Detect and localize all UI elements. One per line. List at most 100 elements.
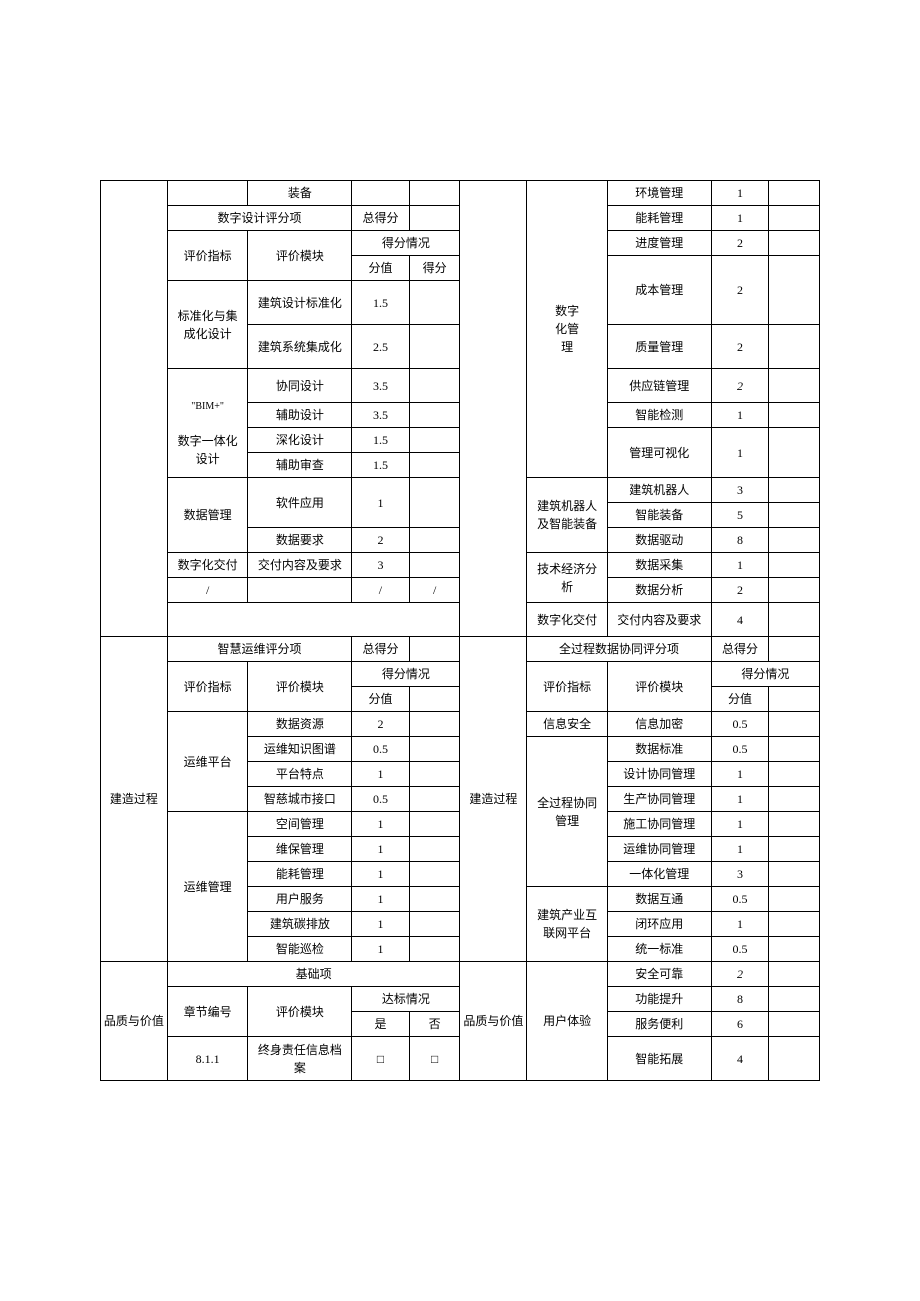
cell (769, 712, 820, 737)
cell: 数据标准 (607, 737, 711, 762)
indicator-bim: "BIM+" 数字一体化 设计 (167, 369, 248, 478)
cell: 1 (711, 912, 769, 937)
section-title: 数字设计评分项 (167, 206, 351, 231)
cell (769, 637, 820, 662)
checkbox-yes[interactable]: □ (352, 1037, 410, 1081)
cell: 3 (711, 862, 769, 887)
cell: 建筑碳排放 (248, 912, 352, 937)
cell: 5 (711, 503, 769, 528)
cell (409, 887, 460, 912)
cell: 1 (352, 478, 410, 528)
cell: 智能巡检 (248, 937, 352, 962)
cell: 设计协同管理 (607, 762, 711, 787)
cell (769, 962, 820, 987)
cell (769, 912, 820, 937)
cell (409, 478, 460, 528)
header-score-situation: 得分情况 (352, 231, 460, 256)
cell: 平台特点 (248, 762, 352, 787)
cell: 智能拓展 (607, 1037, 711, 1081)
right-phase-blank (460, 181, 527, 637)
slash: / (409, 578, 460, 603)
cell (769, 231, 820, 256)
cell: 2 (711, 256, 769, 325)
cell (409, 687, 460, 712)
cell (769, 369, 820, 403)
cell: 1 (711, 206, 769, 231)
header-no: 否 (409, 1012, 460, 1037)
cell (769, 428, 820, 478)
header-achieve: 达标情况 (352, 987, 460, 1012)
cell: 1 (711, 181, 769, 206)
cell (769, 1037, 820, 1081)
total-score-label: 总得分 (711, 637, 769, 662)
cell: 2 (352, 528, 410, 553)
cell: 智能检测 (607, 403, 711, 428)
header-yes: 是 (352, 1012, 410, 1037)
cell (769, 737, 820, 762)
cell: 0.5 (711, 737, 769, 762)
cell (409, 637, 460, 662)
cell: 1 (711, 553, 769, 578)
indicator-robot: 建筑机器人 及智能装备 (527, 478, 608, 553)
cell (409, 181, 460, 206)
cell: 辅助设计 (248, 403, 352, 428)
indicator-fullprocess-mgmt: 全过程协同 管理 (527, 737, 608, 887)
cell (769, 578, 820, 603)
cell (769, 1012, 820, 1037)
cell (409, 862, 460, 887)
left-phase-blank (101, 181, 168, 637)
cell: 4 (711, 1037, 769, 1081)
bim-label2: 数字一体化 设计 (178, 434, 238, 466)
right-digital-mgmt: 数字 化管 理 (527, 181, 608, 478)
cell (409, 937, 460, 962)
cell: 3 (352, 553, 410, 578)
cell: 0.5 (711, 887, 769, 912)
cell: 1 (711, 762, 769, 787)
cell: 质量管理 (607, 325, 711, 369)
cell (769, 687, 820, 712)
phase-construction-right: 建造过程 (460, 637, 527, 962)
cell: 智慈城市接口 (248, 787, 352, 812)
cell: 数据互通 (607, 887, 711, 912)
checkbox-no[interactable]: □ (409, 1037, 460, 1081)
cell (769, 603, 820, 637)
cell: 1 (352, 912, 410, 937)
cell: 用户服务 (248, 887, 352, 912)
cell: 能耗管理 (248, 862, 352, 887)
header-indicator: 评价指标 (167, 231, 248, 281)
header-module: 评价模块 (248, 662, 352, 712)
cell (248, 578, 352, 603)
cell: 2 (711, 578, 769, 603)
header-indicator: 评价指标 (527, 662, 608, 712)
slash: / (352, 578, 410, 603)
cell: 运维协同管理 (607, 837, 711, 862)
cell (769, 787, 820, 812)
cell: 1 (352, 812, 410, 837)
cell (352, 181, 410, 206)
cell (409, 762, 460, 787)
indicator-info-sec: 信息安全 (527, 712, 608, 737)
cell (409, 837, 460, 862)
phase-quality-right: 品质与价值 (460, 962, 527, 1081)
cell: 统一标准 (607, 937, 711, 962)
slash: / (167, 578, 248, 603)
cell: 管理可视化 (607, 428, 711, 478)
cell: 0.5 (711, 712, 769, 737)
cell: 2 (711, 369, 769, 403)
phase-quality-left: 品质与价值 (101, 962, 168, 1081)
cell: 2 (711, 231, 769, 256)
cell: 软件应用 (248, 478, 352, 528)
cell (769, 887, 820, 912)
cell: 2 (711, 325, 769, 369)
cell (409, 812, 460, 837)
cell (769, 553, 820, 578)
cell: 环境管理 (607, 181, 711, 206)
indicator-data-mgmt: 数据管理 (167, 478, 248, 553)
cell: 安全可靠 (607, 962, 711, 987)
header-score-value: 分值 (352, 256, 410, 281)
cell: 信息加密 (607, 712, 711, 737)
chapter-module: 终身责任信息档 案 (248, 1037, 352, 1081)
cell: 空间管理 (248, 812, 352, 837)
header-score-situation: 得分情况 (711, 662, 819, 687)
cell: 建筑系统集成化 (248, 325, 352, 369)
